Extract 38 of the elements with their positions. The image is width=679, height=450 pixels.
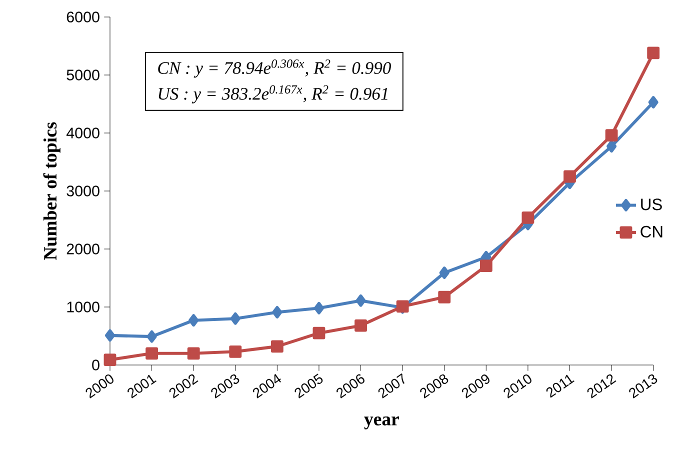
point [648,96,658,108]
legend-label: US [641,198,662,210]
point [605,129,618,142]
y-tick-label: 2000 [66,244,100,254]
point [230,312,240,325]
point [439,266,450,279]
point [564,170,576,183]
x-tick-label: 2001 [128,374,157,398]
point [187,347,200,360]
point [229,345,242,358]
y-tick-label: 3000 [66,186,100,196]
point [522,211,534,224]
point [312,326,326,340]
x-axis-title: year [364,416,399,430]
point [188,314,199,327]
point [438,290,451,304]
y-tick-label: 5000 [66,70,100,80]
point [146,347,158,360]
annotation: US : y = 383.2e$^{0.167x}$, R$^{2}$ = 0.961 [158,85,388,104]
y-tick-label: 4000 [66,128,100,138]
y-tick-label: 6000 [66,12,100,22]
point [606,140,617,153]
point [270,340,284,353]
point [104,329,116,342]
x-tick-label: 2011 [546,374,574,398]
y-tick-label: 1000 [67,302,100,312]
point [272,306,282,318]
point [354,319,367,332]
legend-label: CN [640,226,662,238]
point [647,46,660,60]
point [480,260,492,272]
y-axis-title: Number of topics [43,122,60,260]
annotation: CN : y = 78.94e$^{0.306x}$, R$^{2}$ = 0.990 [158,60,391,78]
point [104,354,116,366]
y-tick-label: 0 [92,360,100,370]
point [314,302,324,314]
point [356,294,366,307]
point [146,330,157,343]
